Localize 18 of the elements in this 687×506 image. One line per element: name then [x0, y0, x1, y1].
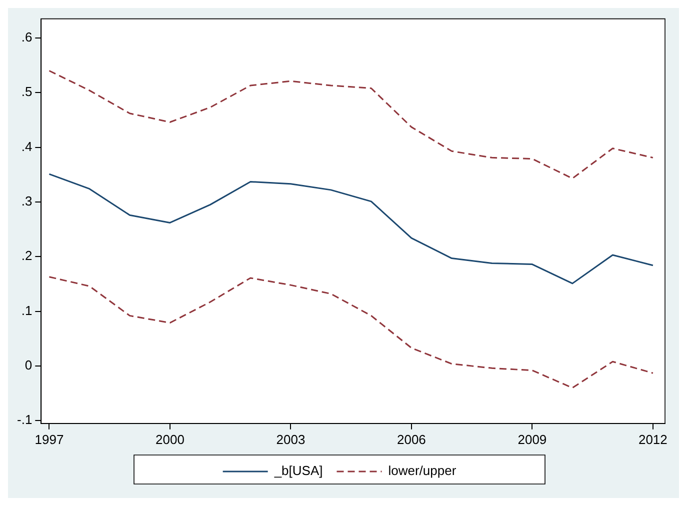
y-tick-label: .5 — [21, 84, 32, 100]
x-tick-label: 2009 — [518, 432, 547, 447]
x-tick-label: 2003 — [276, 432, 306, 447]
line-series — [48, 276, 654, 389]
y-tick-label: .6 — [21, 30, 32, 45]
line-series — [48, 70, 654, 180]
legend-label: lower/upper — [388, 463, 457, 478]
x-tick-label: 2012 — [638, 432, 668, 447]
y-tick-label: .4 — [21, 138, 32, 154]
x-tick-label: 2000 — [156, 432, 184, 447]
y-tick-label: .3 — [21, 194, 32, 209]
y-tick-label: .1 — [21, 302, 32, 318]
y-tick-label: -.1 — [17, 412, 32, 428]
x-tick-label: 1997 — [34, 432, 64, 447]
legend-label: _b[USA] — [273, 463, 323, 478]
y-tick-label: .2 — [21, 248, 32, 264]
x-tick-label: 2006 — [396, 432, 426, 447]
y-tick-label: 0 — [24, 358, 32, 373]
